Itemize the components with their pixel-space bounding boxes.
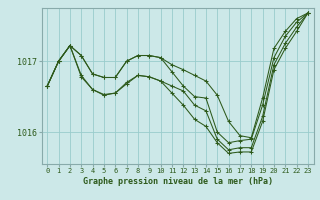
- X-axis label: Graphe pression niveau de la mer (hPa): Graphe pression niveau de la mer (hPa): [83, 177, 273, 186]
